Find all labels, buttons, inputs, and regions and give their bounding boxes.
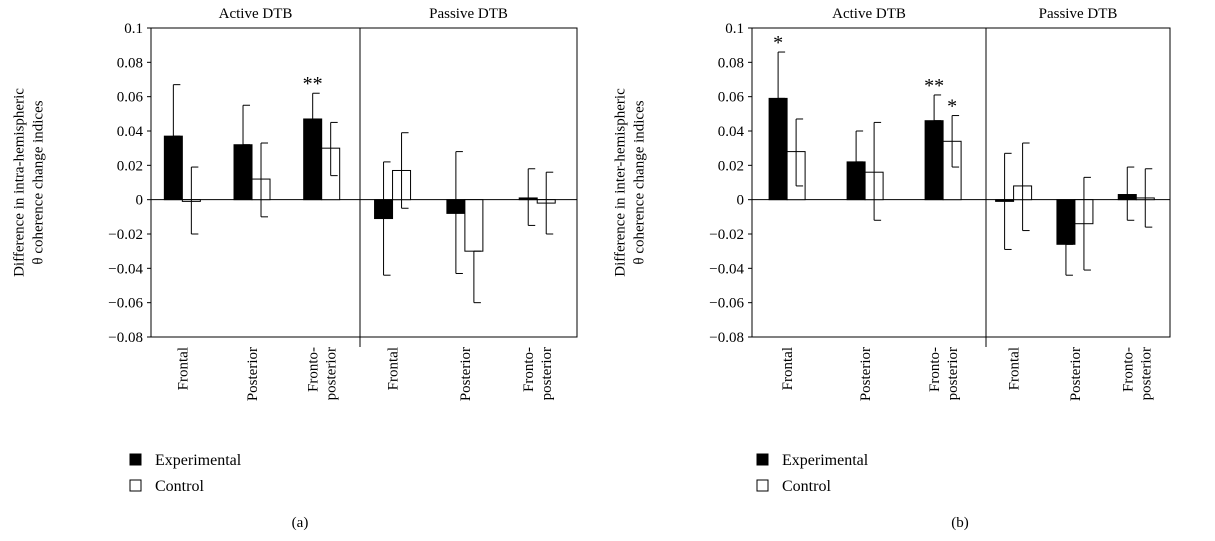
legend-swatch-experimental bbox=[756, 453, 769, 466]
y-tick-label: 0.08 bbox=[117, 55, 143, 71]
plot-frame bbox=[150, 27, 578, 338]
category-label: Posterior bbox=[458, 347, 474, 401]
bar-experimental bbox=[768, 97, 788, 201]
y-tick-label: −0.08 bbox=[108, 330, 143, 346]
category-label: posterior bbox=[1138, 347, 1154, 400]
y-tick-label: 0 bbox=[737, 193, 745, 209]
category-label: Fronto- bbox=[521, 347, 537, 392]
chart-panel-b: 0.1 0.08 0.06 0.04 0.02 0 −0.02 −0.04 −0.06 −0.08… bbox=[612, 6, 1171, 531]
legend-swatch-experimental bbox=[129, 453, 142, 466]
bar-experimental bbox=[924, 120, 944, 201]
category-label: Frontal bbox=[780, 347, 796, 390]
y-tick-label: 0.1 bbox=[725, 21, 744, 37]
legend-label: Control bbox=[155, 478, 204, 495]
legend-swatch-control bbox=[756, 479, 769, 492]
category-label: posterior bbox=[324, 347, 340, 400]
bar-control bbox=[464, 199, 484, 252]
y-tick-label: 0.06 bbox=[718, 90, 745, 106]
y-tick-label: −0.02 bbox=[108, 227, 143, 243]
group-header: Passive DTB bbox=[1039, 6, 1118, 22]
y-tick-label: −0.04 bbox=[709, 261, 744, 277]
category-label: Frontal bbox=[386, 347, 402, 390]
legend-swatch-control bbox=[129, 479, 142, 492]
significance-marker: ** bbox=[303, 73, 323, 95]
legend-label: Experimental bbox=[155, 452, 242, 469]
bar-experimental bbox=[846, 161, 866, 201]
y-tick-label: 0.08 bbox=[718, 55, 744, 71]
significance-marker: * bbox=[773, 32, 783, 54]
significance-marker: * bbox=[947, 96, 957, 118]
y-axis-label: Difference in inter-hemispheric bbox=[612, 88, 628, 277]
y-tick-label: 0.02 bbox=[117, 158, 143, 174]
y-axis-label: Difference in intra-hemispheric bbox=[11, 88, 27, 277]
y-tick-label: −0.08 bbox=[709, 330, 744, 346]
y-tick-label: −0.06 bbox=[709, 296, 744, 312]
category-label: Posterior bbox=[1068, 347, 1084, 401]
y-tick-label: −0.06 bbox=[108, 296, 143, 312]
category-label: Frontal bbox=[175, 347, 191, 390]
panel-label: (b) bbox=[951, 515, 969, 531]
y-tick-label: 0 bbox=[136, 193, 144, 209]
group-header: Active DTB bbox=[832, 6, 906, 22]
category-label: Posterior bbox=[858, 347, 874, 401]
legend-label: Experimental bbox=[782, 452, 869, 469]
category-label: posterior bbox=[945, 347, 961, 400]
y-tick-label: −0.02 bbox=[709, 227, 744, 243]
bar-experimental bbox=[1056, 199, 1076, 245]
category-label: Frontal bbox=[1007, 347, 1023, 390]
chart-panel-a: 0.1 0.08 0.06 0.04 0.02 0 −0.02 −0.04 −0.06 −0.08… bbox=[11, 6, 578, 531]
y-tick-label: 0.02 bbox=[718, 158, 744, 174]
group-header: Active DTB bbox=[219, 6, 293, 22]
category-label: Posterior bbox=[245, 347, 261, 401]
group-header: Passive DTB bbox=[429, 6, 508, 22]
y-tick-label: −0.04 bbox=[108, 261, 143, 277]
y-tick-label: 0.06 bbox=[117, 90, 144, 106]
category-label: posterior bbox=[539, 347, 555, 400]
category-label: Fronto- bbox=[306, 347, 322, 392]
y-tick-label: 0.04 bbox=[117, 124, 144, 140]
y-axis-label: θ coherence change indices bbox=[631, 100, 647, 264]
bar-experimental bbox=[303, 118, 323, 201]
bar-experimental bbox=[163, 135, 183, 201]
y-tick-label: 0.04 bbox=[718, 124, 745, 140]
legend-label: Control bbox=[782, 478, 831, 495]
category-label: Fronto- bbox=[927, 347, 943, 392]
y-axis-label: θ coherence change indices bbox=[30, 100, 46, 264]
significance-marker: ** bbox=[924, 75, 944, 97]
bar-experimental bbox=[233, 144, 253, 201]
y-tick-label: 0.1 bbox=[124, 21, 143, 37]
plot-frame bbox=[751, 27, 1171, 338]
category-label: Fronto- bbox=[1120, 347, 1136, 392]
panel-label: (a) bbox=[292, 515, 309, 531]
